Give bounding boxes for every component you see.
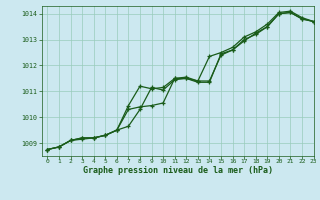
X-axis label: Graphe pression niveau de la mer (hPa): Graphe pression niveau de la mer (hPa) bbox=[83, 166, 273, 175]
